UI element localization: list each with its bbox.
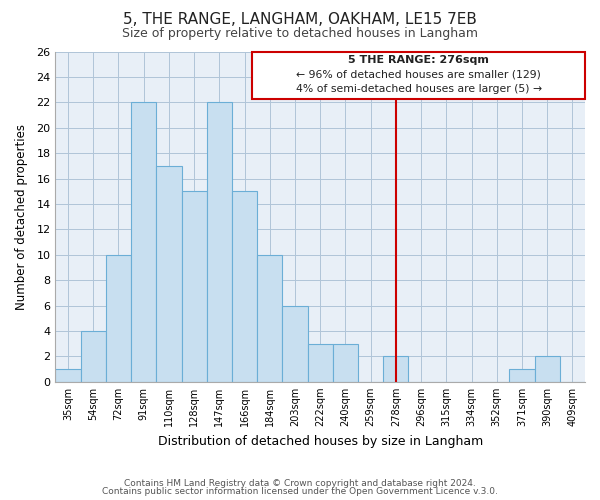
Text: 5, THE RANGE, LANGHAM, OAKHAM, LE15 7EB: 5, THE RANGE, LANGHAM, OAKHAM, LE15 7EB [123, 12, 477, 28]
Bar [333, 344, 358, 382]
Text: Contains HM Land Registry data © Crown copyright and database right 2024.: Contains HM Land Registry data © Crown c… [124, 478, 476, 488]
Y-axis label: Number of detached properties: Number of detached properties [15, 124, 28, 310]
Bar [106, 255, 131, 382]
Text: 4% of semi-detached houses are larger (5) →: 4% of semi-detached houses are larger (5… [296, 84, 542, 94]
Bar [131, 102, 157, 382]
Bar [80, 331, 106, 382]
Text: 5 THE RANGE: 276sqm: 5 THE RANGE: 276sqm [348, 54, 489, 64]
Text: ← 96% of detached houses are smaller (129): ← 96% of detached houses are smaller (12… [296, 70, 541, 80]
Bar [283, 306, 308, 382]
FancyBboxPatch shape [252, 52, 585, 98]
Text: Contains public sector information licensed under the Open Government Licence v.: Contains public sector information licen… [102, 487, 498, 496]
Bar [182, 191, 207, 382]
Bar [509, 369, 535, 382]
Bar [232, 191, 257, 382]
Bar [207, 102, 232, 382]
Text: Size of property relative to detached houses in Langham: Size of property relative to detached ho… [122, 28, 478, 40]
Bar [535, 356, 560, 382]
Bar [55, 369, 80, 382]
Bar [157, 166, 182, 382]
X-axis label: Distribution of detached houses by size in Langham: Distribution of detached houses by size … [158, 434, 483, 448]
Bar [257, 255, 283, 382]
Bar [383, 356, 409, 382]
Bar [308, 344, 333, 382]
